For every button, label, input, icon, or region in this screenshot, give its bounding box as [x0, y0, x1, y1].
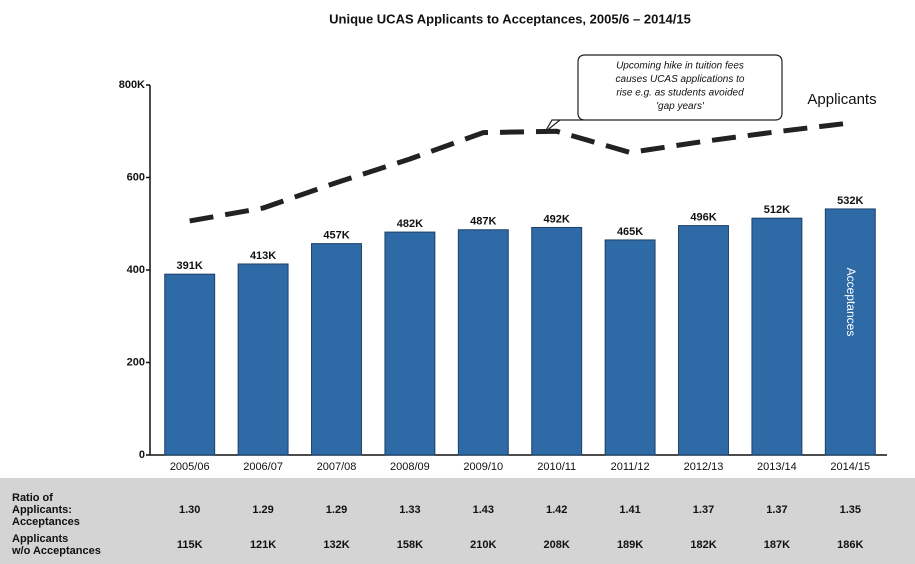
x-tick-label: 2011/12 [611, 461, 650, 473]
x-tick-label: 2013/14 [757, 461, 797, 473]
table-cell: 1.33 [399, 504, 420, 516]
table-cell: 1.35 [840, 504, 861, 516]
table-cell: 1.42 [546, 504, 567, 516]
table-cell: 1.29 [326, 504, 347, 516]
table-cell: 1.41 [619, 504, 640, 516]
annotation-callout [544, 54, 783, 133]
x-tick-label: 2010/11 [537, 461, 576, 473]
bar [751, 217, 803, 456]
row-label: Applicants [12, 533, 68, 545]
y-tick-label: 800K [119, 79, 145, 91]
y-tick-label: 200 [127, 356, 145, 368]
bar [678, 225, 729, 456]
value-label: 465K [617, 226, 643, 238]
table-band [0, 478, 915, 564]
y-tick-label: 0 [139, 449, 145, 461]
table-cell: 187K [764, 539, 790, 551]
line [189, 120, 851, 224]
value-label: 496K [690, 212, 716, 224]
series-label: Applicants [807, 91, 876, 108]
table-cell: 1.37 [766, 504, 787, 516]
bar [531, 226, 583, 456]
row-label: w/o Acceptances [11, 545, 101, 557]
series-label: Acceptances [844, 268, 858, 337]
table-cell: 132K [323, 539, 349, 551]
y-tick-label: 400 [127, 264, 145, 276]
y-tick-label: 600 [127, 171, 145, 183]
table-cell: 210K [470, 539, 496, 551]
x-tick-label: 2008/09 [390, 461, 430, 473]
table-cell: 121K [250, 539, 276, 551]
bar [311, 243, 362, 456]
x-tick-label: 2009/10 [463, 461, 503, 473]
table-cell: 1.43 [473, 504, 494, 516]
table-cell: 186K [837, 539, 863, 551]
value-label: 391K [177, 260, 203, 272]
row-label: Acceptances [12, 516, 80, 528]
table-cell: 208K [544, 539, 570, 551]
value-label: 492K [544, 213, 570, 225]
table-cell: 189K [617, 539, 643, 551]
annotation-text: causes UCAS applications to [616, 74, 745, 85]
table-cell: 115K [177, 539, 203, 551]
x-tick-label: 2007/08 [317, 461, 357, 473]
value-label: 413K [250, 250, 276, 262]
x-tick-label: 2005/06 [170, 461, 210, 473]
value-label: 512K [764, 204, 790, 216]
row-label: Ratio of [12, 492, 53, 504]
bar [824, 208, 876, 456]
bar [457, 229, 509, 456]
bar [164, 273, 216, 456]
table-cell: 1.30 [179, 504, 200, 516]
annotation-text: Upcoming hike in tuition fees [616, 61, 744, 72]
value-label: 482K [397, 218, 423, 230]
bar [604, 239, 656, 456]
table-cell: 1.29 [252, 504, 273, 516]
bar [384, 231, 436, 456]
value-label: 532K [837, 195, 863, 207]
x-tick-label: 2006/07 [243, 461, 283, 473]
value-label: 487K [470, 216, 496, 228]
annotation-text: 'gap years' [656, 101, 705, 112]
table-cell: 182K [690, 539, 716, 551]
value-label: 457K [323, 230, 349, 242]
annotation-text: rise e.g. as students avoided [616, 88, 744, 99]
table-cell: 1.37 [693, 504, 714, 516]
row-label: Applicants: [12, 504, 72, 516]
table-cell: 158K [397, 539, 423, 551]
chart-title: Unique UCAS Applicants to Acceptances, 2… [329, 11, 691, 26]
x-tick-label: 2014/15 [830, 461, 870, 473]
x-tick-label: 2012/13 [684, 461, 724, 473]
bar [237, 263, 289, 456]
